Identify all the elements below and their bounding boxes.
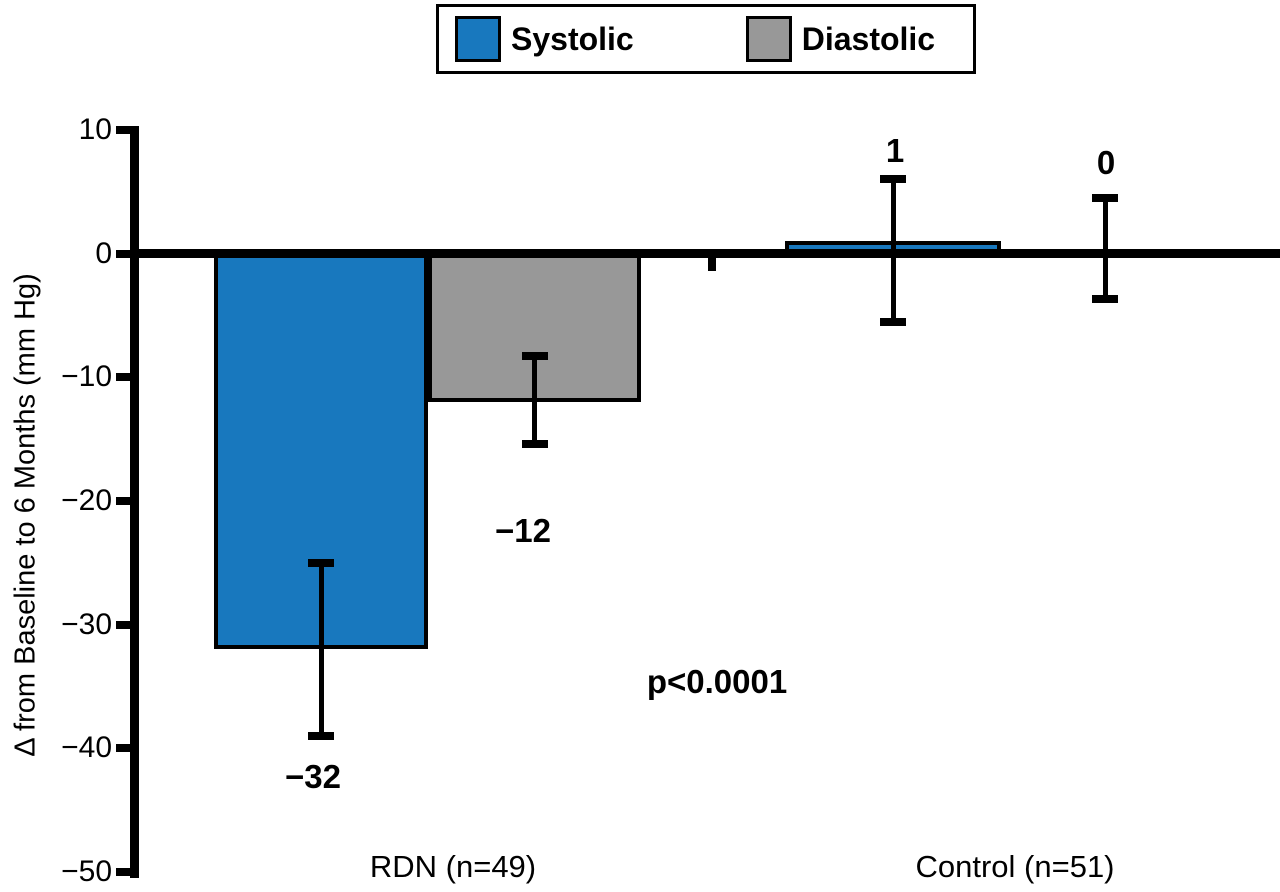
rdn-systolic-error-bar-top-cap	[308, 558, 334, 567]
x-axis-line	[130, 249, 1280, 258]
rdn-diastolic-value-label: −12	[495, 512, 551, 549]
y-axis-tick	[116, 497, 130, 505]
rdn-diastolic-error-bar-top-cap	[522, 352, 548, 361]
y-axis-tick-label: −40	[61, 731, 112, 765]
y-axis-tick	[116, 744, 130, 753]
legend-item-diastolic: Diastolic	[745, 16, 936, 62]
control-systolic-error-bar	[891, 179, 896, 322]
control-diastolic-value-label: 0	[1096, 144, 1116, 181]
y-axis-tick-label: −50	[61, 855, 112, 888]
systolic-color-swatch	[455, 16, 501, 62]
control-diastolic-error-bar-top-cap	[1092, 194, 1118, 203]
control-systolic-error-bar-top-cap	[880, 175, 906, 184]
rdn-systolic-error-bar-bottom-cap	[308, 731, 334, 740]
y-axis-line	[130, 126, 139, 878]
control-diastolic-error-bar	[1103, 198, 1108, 300]
rdn-diastolic-error-bar	[532, 356, 537, 445]
rdn-diastolic-error-bar-bottom-cap	[522, 440, 548, 449]
rdn-systolic-error-bar	[319, 562, 324, 736]
legend-label-systolic: Systolic	[511, 20, 634, 57]
legend: Systolic Diastolic	[436, 4, 976, 74]
y-axis-tick	[116, 868, 130, 876]
control-systolic-value-label: 1	[885, 132, 905, 169]
p-value-annotation: p<0.0001	[646, 663, 788, 700]
control-systolic-error-bar-bottom-cap	[880, 317, 906, 326]
y-axis-tick-label: −20	[61, 484, 112, 517]
y-axis-tick-label: 0	[95, 236, 112, 270]
rdn-systolic-value-label: −32	[285, 758, 341, 795]
legend-label-diastolic: Diastolic	[801, 20, 936, 57]
y-axis-tick	[116, 126, 130, 134]
y-axis-tick-label: 10	[78, 113, 112, 146]
y-axis-tick	[116, 249, 130, 258]
control-diastolic-error-bar-bottom-cap	[1092, 295, 1118, 304]
x-category-label-rdn: RDN (n=49)	[369, 849, 537, 884]
y-axis-tick	[116, 620, 130, 629]
y-axis-tick-label: −30	[61, 607, 112, 641]
x-axis-group-separator-tick	[708, 257, 716, 271]
y-axis-tick	[116, 373, 130, 382]
x-category-label-control: Control (n=51)	[915, 849, 1115, 884]
diastolic-color-swatch	[745, 16, 792, 62]
legend-item-systolic: Systolic	[455, 16, 634, 62]
y-axis-tick-label: −10	[61, 360, 112, 394]
